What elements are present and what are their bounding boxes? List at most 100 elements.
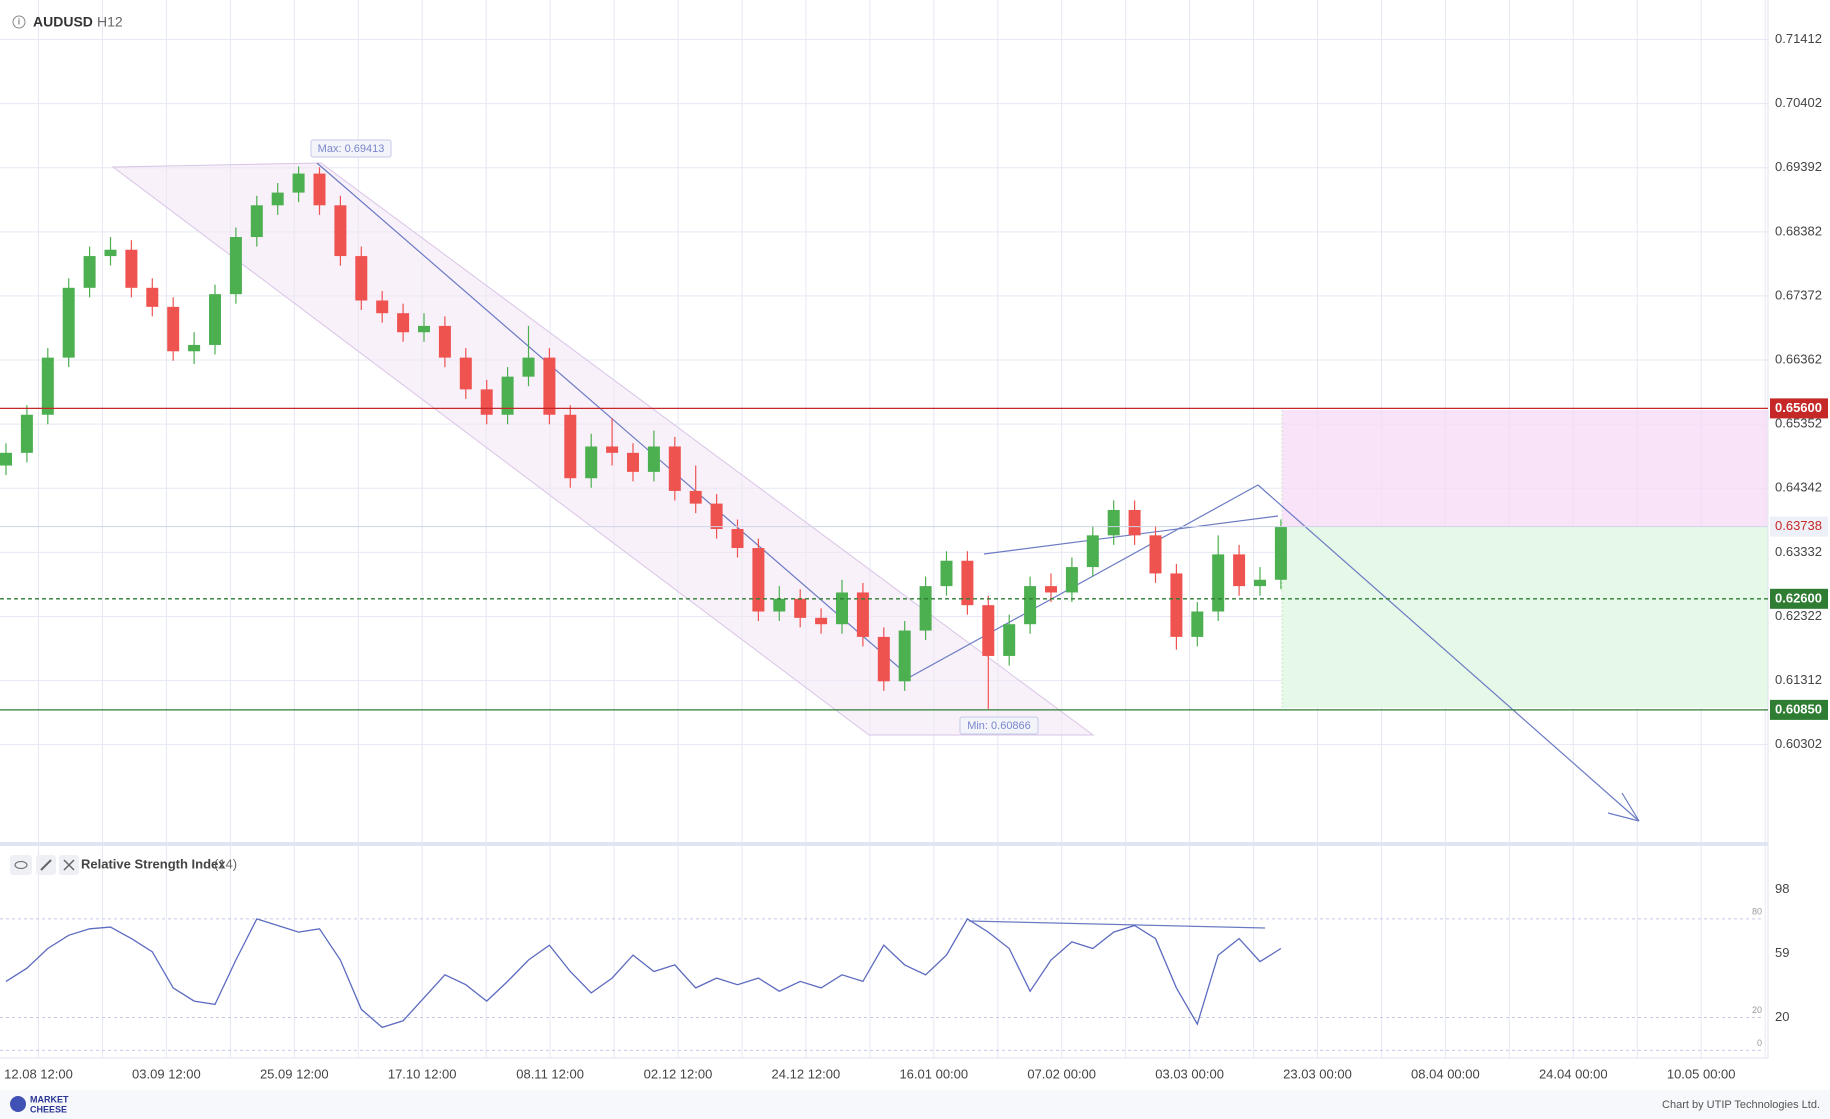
candle-body	[104, 249, 117, 257]
info-icon-glyph: i	[18, 16, 20, 26]
drawing-line	[1257, 484, 1640, 822]
profit-zone	[1282, 527, 1768, 708]
candle-body	[250, 205, 263, 238]
candle-body	[355, 256, 368, 301]
level-label: 0.65600	[1775, 400, 1822, 415]
pane-separator	[0, 842, 1768, 846]
level-badge	[1770, 699, 1828, 720]
x-tick-label: 08.04 00:00	[1411, 1066, 1480, 1081]
x-tick-label: 25.09 12:00	[260, 1066, 329, 1081]
timeframe: H12	[97, 14, 123, 30]
y-tick-label: 0.60302	[1775, 736, 1822, 751]
x-tick-label: 07.02 00:00	[1027, 1066, 1096, 1081]
y-tick-label: 0.70402	[1775, 95, 1822, 110]
candle-body	[1149, 535, 1162, 574]
y-tick-label: 0.64342	[1775, 480, 1822, 495]
candle-body	[689, 490, 702, 504]
candle-body	[668, 446, 681, 491]
y-tick-label: 0.68382	[1775, 223, 1822, 238]
rsi-level-label: 20	[1752, 1005, 1762, 1015]
candle-body	[940, 560, 953, 587]
x-tick-label: 02.12 12:00	[644, 1066, 713, 1081]
candle-body	[209, 294, 221, 345]
level-badge	[1770, 398, 1828, 419]
candle-body	[83, 256, 96, 288]
candle-body	[773, 598, 786, 612]
candle-body	[1045, 586, 1057, 593]
rsi-line	[5, 917, 1282, 1029]
candle-body	[501, 376, 514, 415]
candle-body	[271, 192, 284, 206]
candle-body	[1107, 509, 1120, 536]
rsi-tick-label: 59	[1775, 945, 1789, 960]
candle-body	[1086, 535, 1099, 568]
eye-icon	[14, 861, 28, 869]
candle-body	[1233, 554, 1246, 587]
candle-body	[877, 636, 890, 682]
x-tick-label: 03.09 12:00	[132, 1066, 201, 1081]
info-icon[interactable]	[12, 15, 26, 29]
candle-body	[585, 446, 598, 479]
marks-layer	[0, 166, 1768, 1051]
y-tick-label: 0.71412	[1775, 31, 1822, 46]
level-label: 0.62600	[1775, 590, 1822, 605]
wrench-icon	[40, 859, 52, 871]
candle-body	[1191, 611, 1204, 637]
x-tick-label: 17.10 12:00	[388, 1066, 457, 1081]
max-annotation: Max: 0.69413	[318, 143, 385, 155]
symbol: AUDUSD	[33, 14, 93, 30]
candle-body	[1128, 509, 1141, 536]
candle-body	[376, 300, 389, 314]
candle-body	[62, 287, 75, 358]
risk-zone	[1282, 410, 1768, 527]
candle-body	[459, 357, 472, 390]
candle-body	[1254, 579, 1266, 587]
x-tick-label: 08.11 12:00	[516, 1066, 584, 1081]
close-icon	[63, 859, 75, 871]
max-badge	[310, 139, 392, 158]
credit: Chart by UTIP Technologies Ltd.	[1662, 1099, 1820, 1111]
candle-body	[815, 617, 828, 625]
y-tick-label: 0.67372	[1775, 287, 1822, 302]
rsi-level-label: 80	[1752, 906, 1762, 916]
candle-body	[606, 446, 619, 453]
drawing-line	[909, 484, 1259, 678]
candle-body	[229, 237, 242, 295]
logo-icon	[10, 1096, 26, 1112]
candle-body	[731, 528, 744, 549]
candle-body	[752, 548, 765, 612]
brand-bottom: CHEESE	[30, 1104, 67, 1114]
candle-body	[334, 205, 347, 257]
candle-body	[919, 586, 932, 631]
rsi-level-label: 0	[1757, 1038, 1762, 1048]
candle-body	[856, 592, 869, 637]
candle-body	[0, 452, 12, 466]
candle-body	[1003, 624, 1016, 656]
x-tick-label: 12.08 12:00	[4, 1066, 73, 1081]
brand-top: MARKET	[30, 1094, 69, 1104]
y-tick-label: 0.66362	[1775, 351, 1822, 366]
level-badge	[1770, 588, 1828, 609]
candle-body	[794, 598, 807, 618]
candle-body	[188, 344, 201, 352]
candle-body	[480, 389, 493, 415]
eye-button[interactable]	[10, 855, 32, 875]
candle-body	[1274, 526, 1287, 580]
x-tick-label: 24.04 00:00	[1539, 1066, 1608, 1081]
current-price-badge	[1770, 516, 1828, 537]
drawing-line	[1607, 812, 1640, 822]
drawing-line	[968, 920, 1266, 929]
drawing-line	[316, 162, 911, 678]
y-tick-label: 0.65352	[1775, 416, 1822, 431]
labels-layer: 12.08 12:00 03.09 12:00 25.09 12:00 17.10 1…	[4, 31, 1828, 1081]
candle-body	[564, 414, 577, 479]
min-annotation: Min: 0.60866	[967, 720, 1031, 732]
current-price-label: 0.63738	[1775, 518, 1822, 533]
y-tick-label: 0.61312	[1775, 672, 1822, 687]
rsi-tick-label: 20	[1775, 1009, 1789, 1024]
candle-body	[1024, 586, 1037, 625]
footer-bar	[0, 1090, 1830, 1119]
candle-body	[522, 357, 535, 377]
candle-body	[20, 414, 33, 453]
